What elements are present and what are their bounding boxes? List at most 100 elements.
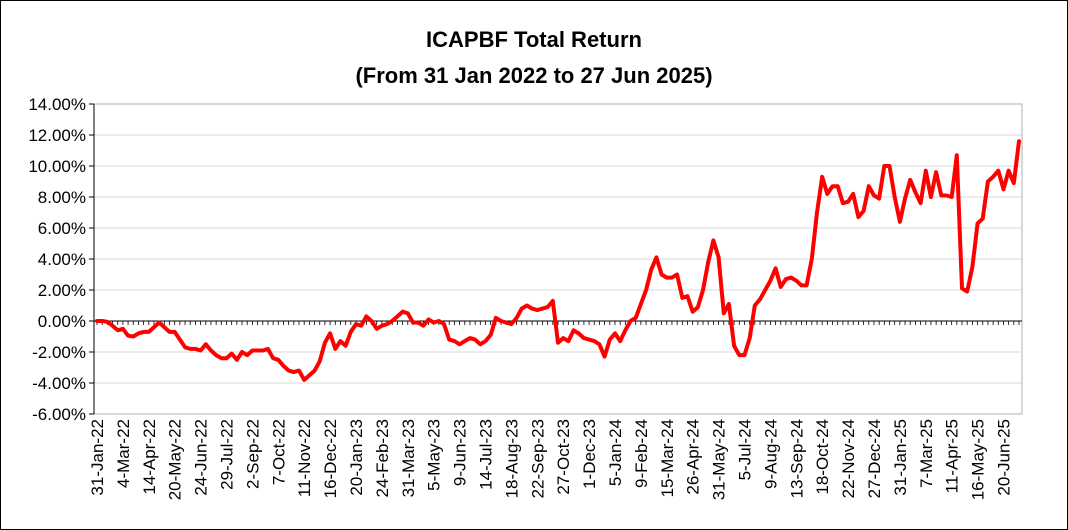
data-point <box>193 347 197 351</box>
x-tick-label: 24-Feb-23 <box>373 419 392 497</box>
data-point <box>768 279 772 283</box>
data-point <box>546 305 550 309</box>
data-point <box>411 321 415 325</box>
data-point <box>313 369 317 373</box>
x-tick-label: 31-Jan-25 <box>891 419 910 496</box>
data-point <box>307 373 311 377</box>
data-point <box>706 260 710 264</box>
data-point <box>929 195 933 199</box>
data-point <box>991 175 995 179</box>
data-point <box>535 308 539 312</box>
data-point <box>701 288 705 292</box>
data-point <box>250 348 254 352</box>
x-tick-label: 18-Oct-24 <box>813 419 832 495</box>
data-point <box>851 192 855 196</box>
data-point <box>256 348 260 352</box>
data-point <box>499 319 503 323</box>
data-point <box>142 330 146 334</box>
data-point <box>623 328 627 332</box>
data-point <box>882 164 886 168</box>
x-tick-label: 26-Apr-24 <box>684 419 703 495</box>
data-point <box>463 339 467 343</box>
x-tick-label: 27-Dec-24 <box>865 419 884 498</box>
x-tick-label: 22-Sep-23 <box>528 419 547 498</box>
data-point <box>261 348 265 352</box>
data-point <box>846 200 850 204</box>
data-point <box>748 336 752 340</box>
y-tick-label: -4.00% <box>32 374 86 393</box>
data-point <box>173 330 177 334</box>
y-tick-label: 12.00% <box>28 126 86 145</box>
data-point <box>965 290 969 294</box>
data-point <box>333 347 337 351</box>
data-point <box>349 330 353 334</box>
data-point <box>841 201 845 205</box>
data-point <box>665 276 669 280</box>
x-tick-label: 18-Aug-23 <box>502 419 521 498</box>
x-tick-label: 2-Sep-22 <box>243 419 262 489</box>
data-point <box>540 307 544 311</box>
data-point <box>100 319 104 323</box>
data-point <box>763 288 767 292</box>
y-tick-label: 0.00% <box>38 312 86 331</box>
x-tick-label: 22-Nov-24 <box>839 419 858 498</box>
data-point <box>753 304 757 308</box>
data-point <box>675 273 679 277</box>
data-point <box>245 353 249 357</box>
data-point <box>867 184 871 188</box>
data-point <box>572 328 576 332</box>
data-point <box>654 255 658 259</box>
data-point <box>370 319 374 323</box>
data-point <box>157 321 161 325</box>
x-tick-label: 1-Dec-23 <box>580 419 599 489</box>
x-tick-label: 5-Jan-24 <box>606 419 625 486</box>
data-point <box>717 255 721 259</box>
x-tick-label: 5-May-23 <box>425 419 444 491</box>
data-point <box>893 195 897 199</box>
data-point <box>452 339 456 343</box>
x-tick-label: 20-May-22 <box>166 419 185 500</box>
data-point <box>634 316 638 320</box>
data-point <box>976 221 980 225</box>
data-point <box>597 342 601 346</box>
x-tick-label: 20-Jun-25 <box>994 419 1013 496</box>
data-point <box>323 341 327 345</box>
data-point <box>318 359 322 363</box>
x-tick-label: 7-Mar-25 <box>917 419 936 488</box>
data-point <box>437 319 441 323</box>
data-point <box>970 265 974 269</box>
chart-subtitle: (From 31 Jan 2022 to 27 Jun 2025) <box>355 63 713 88</box>
data-point <box>427 317 431 321</box>
data-point <box>483 339 487 343</box>
data-point <box>266 347 270 351</box>
data-point <box>577 331 581 335</box>
series-line <box>95 139 1021 382</box>
data-point <box>981 217 985 221</box>
x-tick-label: 5-Jul-24 <box>735 419 754 480</box>
y-tick-label: -6.00% <box>32 405 86 424</box>
data-point <box>375 327 379 331</box>
data-point <box>385 322 389 326</box>
data-point <box>986 180 990 184</box>
x-tick-label: 9-Jun-23 <box>451 419 470 486</box>
data-point <box>644 288 648 292</box>
data-point <box>183 345 187 349</box>
x-tick-label: 7-Oct-22 <box>269 419 288 485</box>
data-point <box>815 211 819 215</box>
chart-title: ICAPBF Total Return <box>426 27 642 52</box>
y-tick-label: 6.00% <box>38 219 86 238</box>
data-point <box>758 297 762 301</box>
data-point <box>416 321 420 325</box>
data-point <box>520 307 524 311</box>
x-tick-label: 31-May-24 <box>710 419 729 500</box>
data-point <box>219 356 223 360</box>
x-axis: 31-Jan-22 4-Mar-22 14-Apr-22 20-May-22 24-Ju… <box>88 320 1022 500</box>
x-tick-label: 14-Jul-23 <box>476 419 495 490</box>
data-point <box>292 370 296 374</box>
data-point <box>960 286 964 290</box>
x-tick-label: 20-Jan-23 <box>347 419 366 496</box>
data-point <box>1007 169 1011 173</box>
x-tick-label: 16-May-25 <box>969 419 988 500</box>
data-point <box>354 322 358 326</box>
